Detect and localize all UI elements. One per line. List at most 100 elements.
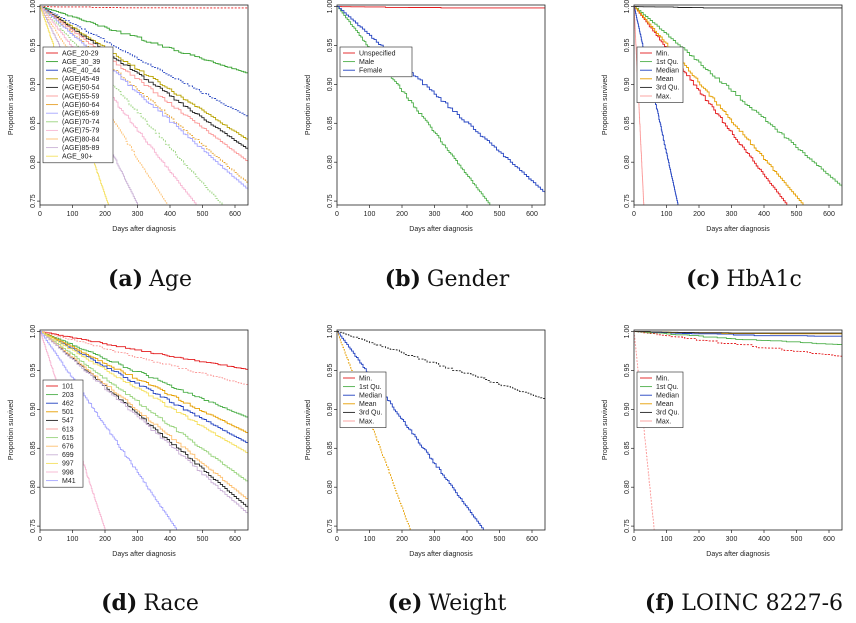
caption-text: Weight [428,591,507,616]
y-tick-label: 0.75 [30,519,37,533]
series-line-6 [634,6,645,205]
caption-text: Age [149,267,193,292]
y-tick-label: 0.95 [624,364,631,378]
legend-entry: 3rd Qu. [656,410,679,417]
legend-entry: AGE_20-29 [62,50,99,57]
caption-text: LOINC 8227-6 [681,591,844,616]
y-tick-label: 0.85 [624,441,631,455]
x-tick-label: 200 [396,211,408,218]
plot-frame [633,329,843,531]
chart-panel-3: 0 100 200 300 400 500 600 0.75 0.80 0.85 0.90 0.95 1… [602,0,843,233]
legend-entry: 1st Qu. [359,384,382,391]
x-tick-label: 400 [461,536,473,543]
legend-entry: 462 [62,401,74,408]
subfigure-caption: (a) Age [10,266,290,292]
legend-entry: Max. [359,418,374,425]
legend-box [339,371,387,428]
series-group [634,6,842,205]
legend-entry: Min. [656,375,669,382]
y-tick-label: 1.00 [624,0,631,13]
series-line-3 [40,6,248,118]
x-tick-label: 400 [164,211,176,218]
y-axis-label: Proportion survived [305,75,312,135]
x-tick-label: 600 [526,536,538,543]
series-line-7 [40,331,248,483]
y-tick-label: 0.90 [327,77,334,91]
y-tick-label: 0.90 [624,402,631,416]
series-line-4 [40,331,248,434]
x-tick-label: 600 [229,211,241,218]
series-line-5 [634,331,842,334]
legend-entry: 3rd Qu. [656,85,679,92]
legend-entry: 501 [62,409,74,416]
x-tick-label: 0 [632,211,636,218]
series-line-2 [337,6,491,205]
y-tick-label: 0.85 [327,116,334,130]
series-line-12 [40,331,177,530]
x-tick-label: 300 [726,536,738,543]
y-axis-label: Proportion survived [8,400,15,460]
series-line-8 [40,6,248,191]
legend-entry: 3rd Qu. [359,410,382,417]
x-tick-label: 200 [693,536,705,543]
x-axis-label: Days after diagnosis [409,226,473,233]
legend-entry: Max. [656,93,671,100]
legend-entry: Female [359,68,382,75]
y-axis-label: Proportion survived [602,400,609,460]
caption-text: Gender [426,267,510,292]
y-tick-label: 1.00 [327,325,334,339]
chart-panel-5: 0 100 200 300 400 500 600 0.75 0.80 0.85 0.90 0.95 1… [305,325,546,558]
y-tick-label: 1.00 [327,0,334,13]
x-tick-label: 500 [791,536,803,543]
series-line-1 [634,6,788,205]
caption-label: (d) [101,590,138,616]
series-line-5 [337,331,545,400]
x-tick-label: 100 [67,211,79,218]
legend-entry: 676 [62,444,74,451]
y-tick-label: 0.80 [327,480,334,494]
x-tick-label: 0 [335,536,339,543]
series-group [40,331,248,530]
series-line-3 [634,6,679,205]
legend-entry: Mean [359,401,377,408]
plot-frame [336,329,546,531]
subfigure-caption: (c) HbA1c [604,266,856,292]
x-tick-label: 300 [132,211,144,218]
legend-entry: Min. [359,375,372,382]
legend-entry: AGE_90+ [62,154,93,161]
series-line-8 [40,331,248,501]
series-line-10 [40,331,248,454]
plot-frame [39,329,249,531]
legend-entry: Unspecified [359,50,396,57]
subfigure-caption: (f) LOINC 8227-6 [604,590,856,616]
legend-entry: (AGE)85-89 [62,145,99,152]
legend-entry: Mean [656,401,674,408]
x-axis-label: Days after diagnosis [112,551,176,558]
x-tick-label: 200 [693,211,705,218]
legend-entry: (AGE)75-79 [62,128,99,135]
chart-panel-4: 0 100 200 300 400 500 600 0.75 0.80 0.85 0.90 0.95 1… [8,325,249,558]
legend-entry: 699 [62,452,74,459]
legend-entry: 613 [62,426,74,433]
x-tick-label: 200 [99,536,111,543]
legend-entry: Male [359,59,374,66]
series-line-1 [40,6,248,9]
x-tick-label: 100 [364,536,376,543]
chart-panel-2: 0 100 200 300 400 500 600 0.75 0.80 0.85 0.90 0.95 1… [305,0,546,233]
y-tick-label: 0.80 [624,480,631,494]
caption-label: (f) [644,590,676,616]
series-line-1 [337,6,545,9]
legend: AGE_20-29 AGE_30_39 AGE_40_44(AGE)45-49 (AG… [42,46,114,164]
x-tick-label: 200 [99,211,111,218]
x-tick-label: 100 [364,211,376,218]
legend-entry: 1st Qu. [656,384,679,391]
legend-entry: AGE_30_39 [62,59,100,66]
legend-entry: (AGE)45-49 [62,76,99,83]
y-tick-label: 0.90 [30,77,37,91]
legend-entry: (AGE)50-54 [62,85,99,92]
y-tick-label: 0.75 [624,194,631,208]
series-line-6 [40,6,248,163]
series-line-6 [634,331,655,530]
